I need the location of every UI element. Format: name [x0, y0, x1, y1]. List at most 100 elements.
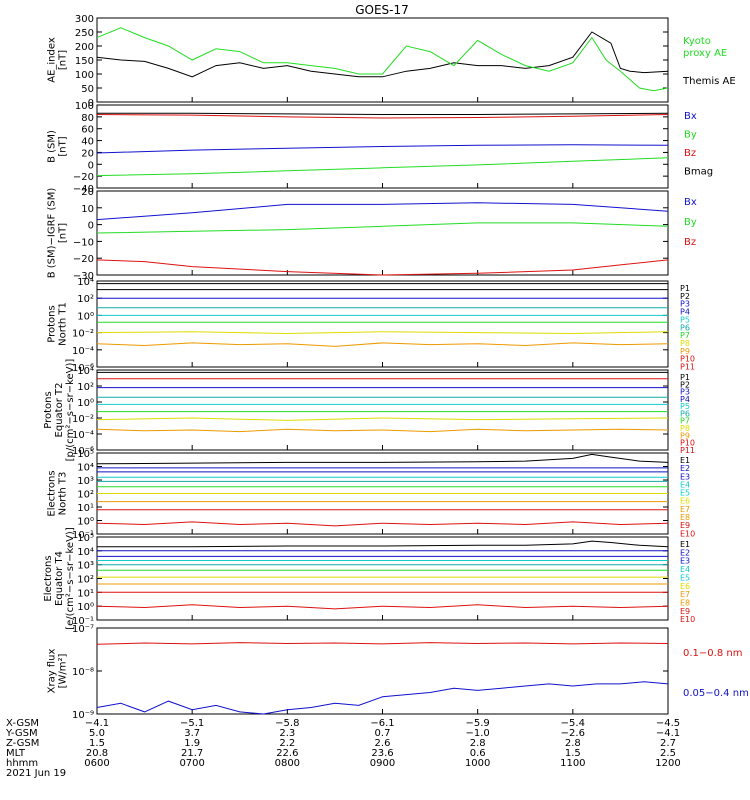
x-row-value: −1.0: [466, 728, 490, 739]
x-row-value: 0600: [84, 758, 109, 769]
y-tick-label: 10⁻⁶: [72, 363, 94, 374]
x-row-value: 22.6: [276, 748, 298, 759]
y-tick-label: 50: [81, 84, 94, 95]
legend-entry: E1: [680, 540, 690, 549]
x-row-value: 0.7: [375, 728, 391, 739]
y-tick-label: −30: [73, 271, 94, 282]
y-tick-label: 100: [75, 70, 94, 81]
y-tick-label: 200: [75, 42, 94, 53]
y-axis-label: [nT]: [58, 136, 69, 156]
panel-frame: [96, 369, 669, 451]
y-tick-label: 0: [88, 160, 94, 171]
legend-entry: Kyoto: [683, 36, 711, 47]
y-tick-label: 10⁰: [77, 311, 94, 322]
x-row-value: 1000: [465, 758, 490, 769]
legend-entry: P1: [680, 373, 690, 382]
x-row-value: 2.6: [375, 738, 391, 749]
legend-entry: P8: [680, 339, 690, 348]
legend-entry: Bx: [684, 197, 697, 208]
legend-entry: E1: [680, 456, 690, 465]
x-row-value: 5.0: [89, 728, 105, 739]
y-tick-label: 0: [88, 221, 94, 232]
y-tick-label: 10⁰: [77, 602, 94, 613]
legend-entry: E9: [680, 521, 690, 530]
x-row-value: 0900: [370, 758, 395, 769]
y-axis-label: Protons: [47, 305, 58, 342]
legend-entry: Bz: [684, 237, 696, 248]
y-tick-label: 80: [81, 113, 94, 124]
legend-entry: P5: [680, 402, 690, 411]
legend-entry: Bmag: [684, 166, 713, 177]
legend-entry: E7: [680, 590, 690, 599]
x-row-label: hhmm: [6, 758, 38, 769]
y-axis-label: Equator T2: [54, 383, 65, 438]
y-tick-label: 100: [75, 101, 94, 112]
legend-entry: E4: [680, 565, 690, 574]
x-row-value: −5.4: [561, 718, 585, 729]
legend-entry: E6: [680, 582, 690, 591]
x-row-value: 1.5: [89, 738, 105, 749]
x-row-value: 2.3: [279, 728, 295, 739]
legend-entry: E4: [680, 480, 690, 489]
legend-entry: E2: [680, 548, 690, 557]
y-tick-label: 10⁻⁴: [72, 430, 94, 441]
x-row-value: 2.8: [470, 738, 486, 749]
legend-entry: P2: [680, 380, 690, 389]
x-row-value: 21.7: [181, 748, 203, 759]
date-label: 2021 Jun 19: [6, 768, 66, 779]
y-tick-label: 10⁻²: [72, 329, 94, 340]
y-axis-label: Electrons: [43, 555, 54, 601]
x-row-value: −5.8: [275, 718, 299, 729]
y-tick-label: 10⁻¹: [72, 530, 94, 541]
series-line-bx: [96, 144, 669, 154]
legend-entry: E8: [680, 513, 690, 522]
series-line-p8: [96, 342, 669, 347]
x-row-value: 1200: [655, 758, 680, 769]
panel-en: 10⁻¹ 10⁰ 10¹ 10² 10³ 10⁴ 10⁵ Electrons North T3 E…: [47, 449, 696, 541]
legend-entry: P4: [680, 395, 690, 404]
series-line-by: [96, 157, 669, 177]
legend-entry: P7: [680, 331, 690, 340]
x-row-value: 1100: [560, 758, 585, 769]
panel-frame: [96, 17, 669, 103]
y-tick-label: 10³: [77, 561, 94, 572]
series-line-themis-ae: [96, 31, 669, 78]
legend-entry: By: [684, 129, 697, 140]
x-row-value: −5.1: [180, 718, 204, 729]
y-tick-label: 150: [75, 56, 94, 67]
legend-entry: E2: [680, 464, 690, 473]
y-tick-label: 10⁻⁶: [72, 446, 94, 457]
legend-entry: E5: [680, 489, 690, 498]
y-tick-label: 10⁻²: [72, 414, 94, 425]
y-tick-label: 10⁵: [77, 449, 94, 460]
y-tick-label: 10⁴: [77, 366, 94, 377]
series-line-bz: [96, 259, 669, 276]
legend-entry: E8: [680, 598, 690, 607]
legend-entry: P3: [680, 300, 690, 309]
panel-frame: [96, 627, 669, 715]
legend-entry: P11: [680, 446, 695, 455]
panel-frame: [96, 536, 669, 621]
legend-entry: E3: [680, 557, 690, 566]
series-line-0-1-0-8-nm: [96, 642, 669, 645]
legend-entry: E10: [680, 615, 695, 624]
x-row-value: 0.6: [470, 748, 486, 759]
x-row-value: 3.7: [184, 728, 200, 739]
y-tick-label: 10³: [77, 476, 94, 487]
legend-entry: E6: [680, 497, 690, 506]
series-line-p7: [96, 417, 669, 421]
y-tick-label: 10⁻⁴: [72, 346, 94, 357]
series-line-p7: [96, 331, 669, 335]
x-row-value: 2.8: [565, 738, 581, 749]
series-line-bz: [96, 114, 669, 119]
series-line-0-05-0-4-nm: [96, 681, 669, 715]
x-row-value: 2.5: [660, 748, 676, 759]
y-tick-label: 10⁰: [77, 398, 94, 409]
y-tick-label: 10⁴: [77, 277, 94, 288]
y-axis-label: B (SM)−IGRF (SM): [47, 188, 58, 279]
legend-entry: Bx: [684, 111, 697, 122]
y-tick-label: 40: [81, 137, 94, 148]
x-row-value: 23.6: [371, 748, 393, 759]
y-tick-label: 250: [75, 28, 94, 39]
